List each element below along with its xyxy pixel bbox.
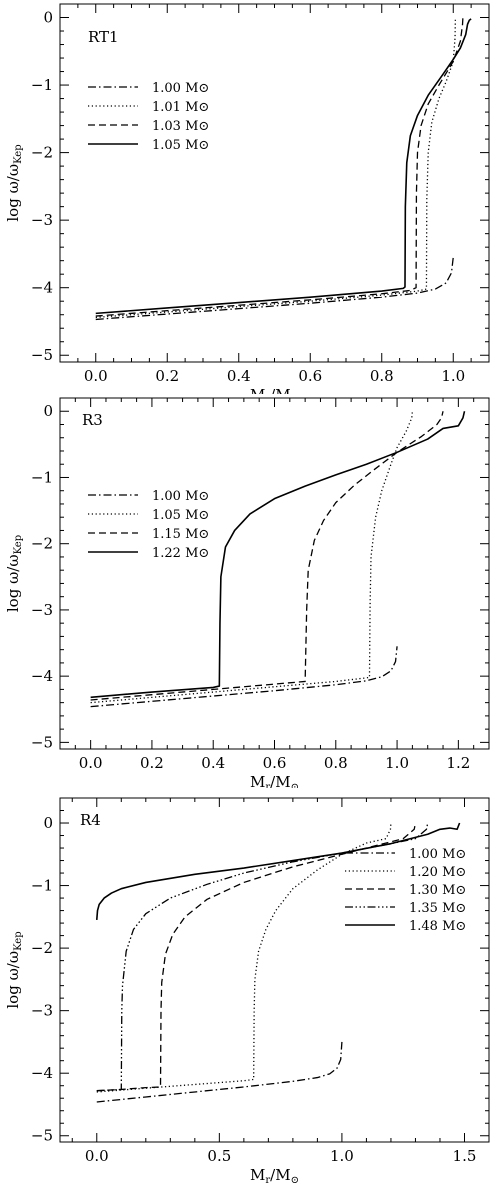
chart-0-legend-label-0: 1.00 M⊙ bbox=[152, 81, 209, 96]
chart-0-x-tick-label: 1.0 bbox=[441, 367, 465, 385]
chart-1-y-axis-title: log ω/ωKep bbox=[4, 535, 24, 612]
chart-2-x-tick-label: 1.0 bbox=[330, 1147, 354, 1165]
chart-2-y-axis-title: log ω/ωKep bbox=[4, 931, 24, 1008]
chart-0-series-line-1 bbox=[95, 17, 457, 319]
chart-1-y-tick-label: −4 bbox=[31, 667, 53, 685]
chart-2-plot-frame bbox=[59, 797, 490, 1143]
chart-2-x-tick-label: 0.5 bbox=[207, 1147, 231, 1165]
chart-1-y-tick-label: 0 bbox=[43, 402, 53, 420]
chart-2-y-tick-label: −4 bbox=[31, 1064, 53, 1082]
chart-1-plot-frame bbox=[59, 397, 490, 750]
chart-2-series-line-1 bbox=[96, 822, 392, 1093]
chart-0-legend-label-3: 1.05 M⊙ bbox=[152, 138, 209, 153]
chart-panel-r4: 0.0 0.5 1.0 1.5 0 −1 −2 −3 −4 −5 Mr/M⊙ log ω/ωKep R4… bbox=[4, 797, 490, 1184]
chart-2-panel-label: R4 bbox=[80, 811, 101, 829]
chart-1-series-line-3 bbox=[90, 411, 466, 699]
chart-0-x-tick-label: 0.2 bbox=[155, 367, 179, 385]
chart-2-series-line-2 bbox=[96, 822, 417, 1092]
chart-0-y-tick-label: 0 bbox=[43, 9, 53, 27]
chart-2-x-tick-label: 0.0 bbox=[85, 1147, 109, 1165]
chart-0-y-tick-label: −1 bbox=[31, 76, 53, 94]
chart-0-series-line-2 bbox=[95, 17, 464, 317]
chart-2-y-tick-label: −1 bbox=[31, 877, 53, 895]
chart-1-legend-label-2: 1.15 M⊙ bbox=[152, 527, 209, 542]
chart-1-x-axis-title: Mr/M⊙ bbox=[250, 773, 299, 788]
chart-0-series-line-0 bbox=[95, 257, 454, 321]
chart-0-legend-label-2: 1.03 M⊙ bbox=[152, 119, 209, 134]
chart-2-y-tick-label: −5 bbox=[31, 1127, 53, 1145]
chart-0-panel-label: RT1 bbox=[88, 28, 119, 46]
chart-2-legend-label-2: 1.30 M⊙ bbox=[409, 883, 466, 898]
chart-0-series-line-3 bbox=[95, 18, 472, 315]
chart-2-series-line-0 bbox=[96, 1041, 343, 1103]
chart-2-y-tick-label: −2 bbox=[31, 939, 53, 957]
chart-1-y-tick-label: −1 bbox=[31, 468, 53, 486]
chart-1-legend-label-1: 1.05 M⊙ bbox=[152, 508, 209, 523]
chart-1-x-tick-label: 0.0 bbox=[79, 754, 103, 772]
chart-1-series-line-1 bbox=[90, 411, 414, 704]
chart-1-y-tick-label: −5 bbox=[31, 733, 53, 751]
chart-1-x-tick-label: 1.0 bbox=[385, 754, 409, 772]
chart-1-x-tick-label: 0.6 bbox=[263, 754, 287, 772]
chart-0-x-axis-title: Mr/M⊙ bbox=[250, 386, 299, 394]
chart-1-y-tick-label: −3 bbox=[31, 601, 53, 619]
chart-2-x-tick-label: 1.5 bbox=[453, 1147, 477, 1165]
chart-0-x-tick-label: 0.8 bbox=[370, 367, 394, 385]
chart-0-y-tick-label: −5 bbox=[31, 346, 53, 364]
chart-0-y-tick-label: −3 bbox=[31, 211, 53, 229]
chart-1-x-tick-label: 0.4 bbox=[201, 754, 225, 772]
chart-0-plot-frame bbox=[59, 3, 490, 363]
chart-2-series-line-4 bbox=[95, 822, 461, 921]
chart-1-x-tick-label: 0.8 bbox=[324, 754, 348, 772]
chart-panel-r3: 0.0 0.2 0.4 0.6 0.8 1.0 1.2 0 −1 −2 −3 −4 −5 Mr/M⊙ log… bbox=[4, 397, 490, 788]
chart-2-series-line-3 bbox=[96, 822, 429, 1092]
chart-1-series-line-0 bbox=[90, 646, 398, 708]
chart-2-y-tick-label: −3 bbox=[31, 1002, 53, 1020]
chart-1-x-tick-label: 1.2 bbox=[446, 754, 470, 772]
chart-0-x-tick-label: 0.0 bbox=[84, 367, 108, 385]
chart-2-legend-label-0: 1.00 M⊙ bbox=[409, 847, 466, 862]
chart-2-legend-label-3: 1.35 M⊙ bbox=[409, 901, 466, 916]
chart-1-panel-label: R3 bbox=[82, 411, 103, 429]
chart-1-legend-label-0: 1.00 M⊙ bbox=[152, 489, 209, 504]
chart-1-y-tick-label: −2 bbox=[31, 535, 53, 553]
chart-2-legend-label-4: 1.48 M⊙ bbox=[409, 919, 466, 934]
chart-0-y-tick-label: −2 bbox=[31, 144, 53, 162]
chart-0-y-axis-title: log ω/ωKep bbox=[4, 144, 24, 221]
chart-0-y-tick-label: −4 bbox=[31, 279, 53, 297]
chart-1-series-line-2 bbox=[90, 411, 444, 701]
chart-0-x-tick-label: 0.4 bbox=[227, 367, 251, 385]
chart-2-y-tick-label: 0 bbox=[43, 814, 53, 832]
chart-2-legend-label-1: 1.20 M⊙ bbox=[409, 865, 466, 880]
chart-0-x-tick-label: 0.6 bbox=[298, 367, 322, 385]
chart-panel-rt1: 0.0 0.2 0.4 0.6 0.8 1.0 0 −1 −2 −3 −4 −5 Mr/M⊙ log ω/… bbox=[4, 3, 490, 394]
chart-1-x-tick-label: 0.2 bbox=[140, 754, 164, 772]
chart-1-legend-label-3: 1.22 M⊙ bbox=[152, 546, 209, 561]
chart-0-legend-label-1: 1.01 M⊙ bbox=[152, 100, 209, 115]
chart-2-x-axis-title: Mr/M⊙ bbox=[250, 1166, 299, 1184]
